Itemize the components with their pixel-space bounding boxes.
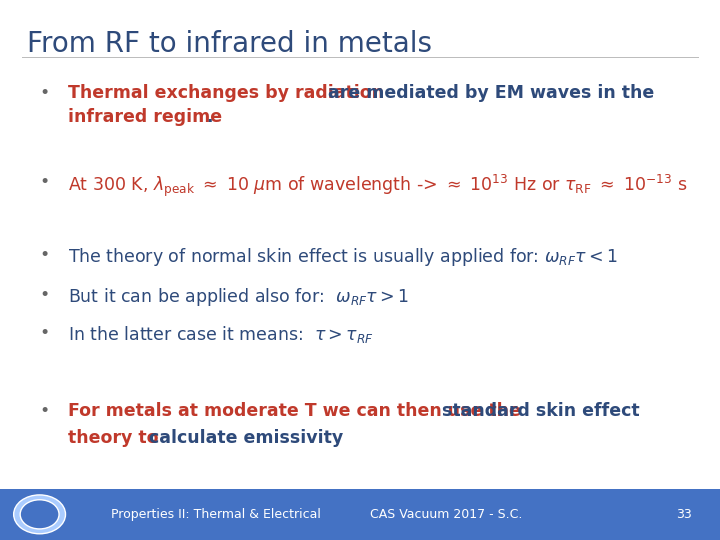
Text: 33: 33	[676, 508, 692, 521]
Text: In the latter case it means:  $\tau > \tau_{RF}$: In the latter case it means: $\tau > \ta…	[68, 324, 374, 345]
Text: •: •	[40, 324, 50, 342]
Text: Thermal exchanges by radiation: Thermal exchanges by radiation	[68, 84, 384, 102]
Text: calculate emissivity: calculate emissivity	[149, 429, 343, 447]
Text: The theory of normal skin effect is usually applied for: $\omega_{RF}\tau < 1$: The theory of normal skin effect is usua…	[68, 246, 618, 268]
Text: •: •	[40, 84, 50, 102]
Text: Properties II: Thermal & Electrical: Properties II: Thermal & Electrical	[111, 508, 321, 521]
FancyBboxPatch shape	[0, 489, 720, 540]
Text: theory to: theory to	[68, 429, 165, 447]
Text: are mediated by EM waves in the: are mediated by EM waves in the	[322, 84, 654, 102]
Text: At 300 K, $\lambda_{\mathrm{peak}}$ $\approx$ 10 $\mu$m of wavelength -> $\appro: At 300 K, $\lambda_{\mathrm{peak}}$ $\ap…	[68, 173, 688, 199]
Circle shape	[14, 495, 66, 534]
Text: From RF to infrared in metals: From RF to infrared in metals	[27, 30, 432, 58]
Text: •: •	[40, 286, 50, 304]
Text: CAS Vacuum 2017 - S.C.: CAS Vacuum 2017 - S.C.	[370, 508, 523, 521]
Text: •: •	[40, 173, 50, 191]
Text: •: •	[40, 246, 50, 264]
Text: infrared regime: infrared regime	[68, 108, 222, 126]
Text: standard skin effect: standard skin effect	[442, 402, 639, 420]
Text: .: .	[207, 108, 213, 126]
Text: •: •	[40, 402, 50, 420]
Text: But it can be applied also for:  $\omega_{RF}\tau > 1$: But it can be applied also for: $\omega_…	[68, 286, 410, 308]
Circle shape	[20, 500, 59, 529]
Text: For metals at moderate T we can then use the: For metals at moderate T we can then use…	[68, 402, 527, 420]
